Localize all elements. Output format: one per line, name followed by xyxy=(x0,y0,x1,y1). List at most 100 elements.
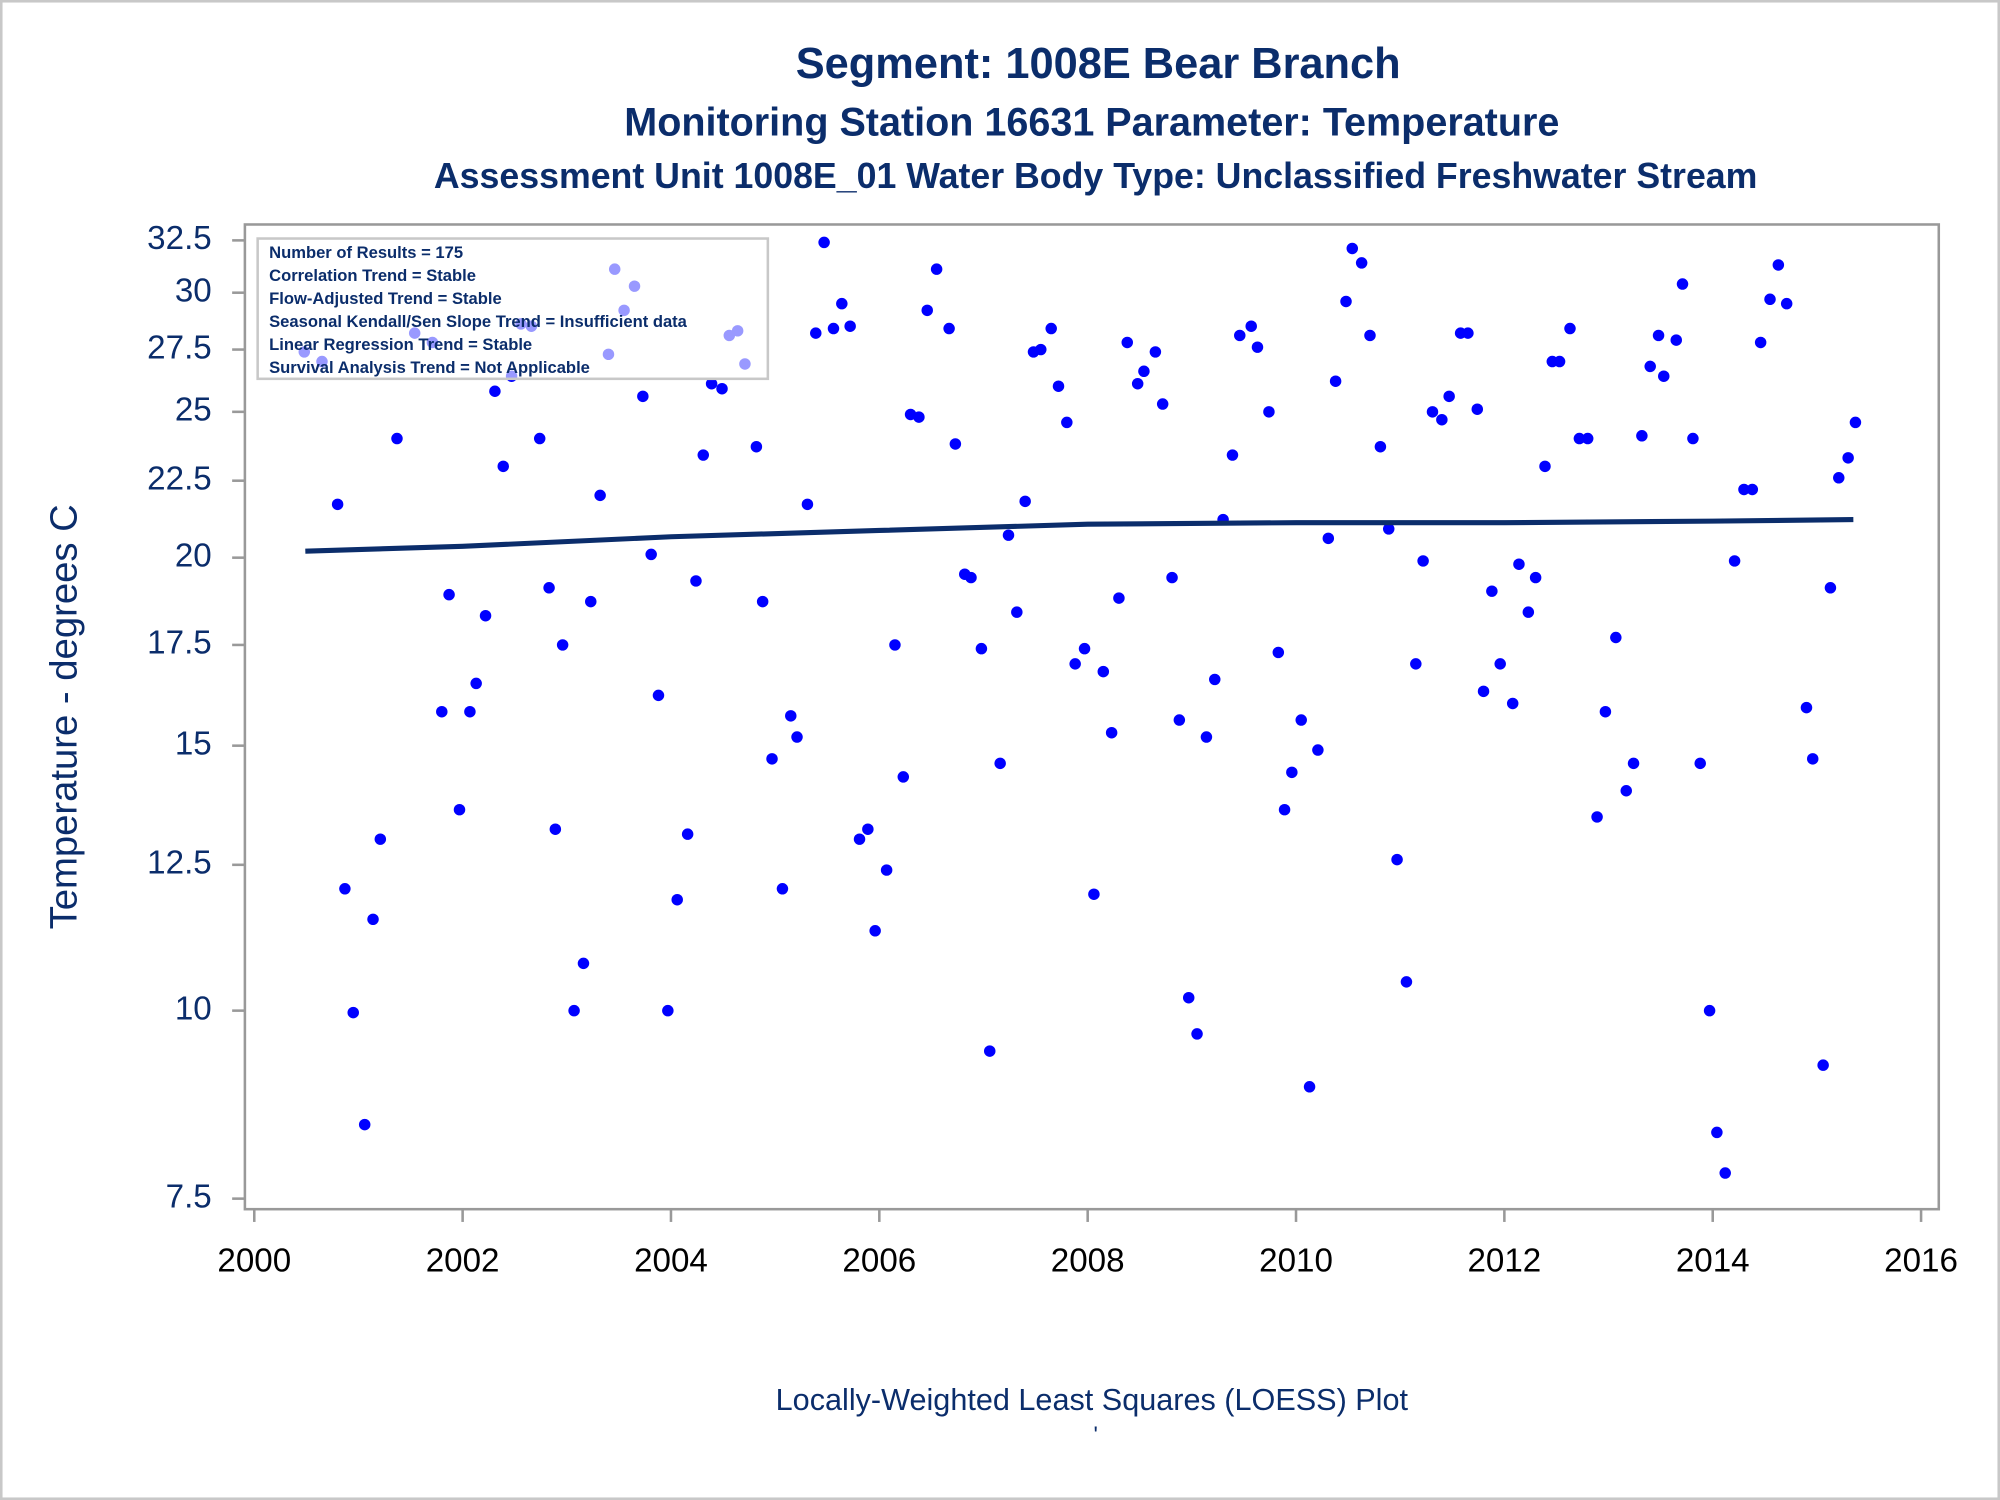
data-point xyxy=(556,639,569,651)
data-point xyxy=(1553,355,1566,368)
data-point xyxy=(1263,406,1275,418)
data-point xyxy=(1610,631,1622,644)
footnote: Locally-Weighted Least Squares (LOESS) P… xyxy=(776,1383,1409,1417)
data-point xyxy=(533,432,546,445)
data-point xyxy=(965,571,977,584)
data-point xyxy=(1670,334,1682,346)
data-point xyxy=(844,320,856,332)
data-point xyxy=(358,1118,371,1131)
x-tick-label: 2000 xyxy=(217,1243,291,1280)
data-point xyxy=(943,322,955,335)
data-point xyxy=(1703,1004,1716,1017)
data-point xyxy=(1842,452,1854,464)
data-point xyxy=(1591,811,1603,823)
data-point xyxy=(1149,346,1162,358)
data-point xyxy=(776,883,789,895)
data-point xyxy=(1644,360,1656,373)
y-tick-label: 22.5 xyxy=(147,460,212,497)
data-point xyxy=(1800,701,1813,714)
data-point xyxy=(1002,529,1015,541)
data-point xyxy=(1303,1081,1316,1093)
x-tick-label: 2002 xyxy=(426,1243,500,1280)
data-point xyxy=(994,757,1006,770)
data-point xyxy=(697,449,710,461)
data-point xyxy=(921,304,933,317)
data-point xyxy=(497,460,509,473)
data-point xyxy=(1278,803,1291,816)
data-point xyxy=(1105,726,1118,739)
data-point xyxy=(662,1004,674,1017)
data-point xyxy=(1088,888,1100,900)
data-point xyxy=(1564,322,1576,335)
y-tick-label: 30 xyxy=(175,272,212,309)
data-point xyxy=(801,498,814,511)
data-point xyxy=(785,710,797,722)
data-point xyxy=(862,823,874,835)
data-point xyxy=(705,377,718,390)
data-point xyxy=(1833,472,1845,484)
data-point xyxy=(1200,731,1213,743)
y-tick-label: 15 xyxy=(175,725,212,762)
data-point xyxy=(853,833,866,845)
data-point xyxy=(1400,976,1413,988)
data-point xyxy=(1599,705,1612,718)
data-point xyxy=(1011,606,1023,618)
chart-subtitle: Assessment Unit 1008E_01 Water Body Type… xyxy=(434,156,1758,196)
annotation: Seasonal Kendall/Sen Slope Trend = Insuf… xyxy=(269,312,688,331)
data-point xyxy=(1131,377,1144,390)
data-point xyxy=(1539,460,1551,473)
data-point xyxy=(827,322,840,335)
x-tick-label: 2004 xyxy=(634,1243,708,1280)
data-point xyxy=(1312,744,1324,756)
data-point xyxy=(470,677,482,690)
data-point xyxy=(1245,320,1257,332)
data-point xyxy=(464,705,476,718)
data-point xyxy=(543,582,555,594)
data-point xyxy=(1581,432,1594,445)
data-point xyxy=(1471,403,1484,415)
data-point xyxy=(1486,585,1498,597)
data-point xyxy=(1443,390,1455,403)
y-tick-label: 7.5 xyxy=(166,1178,212,1215)
data-point xyxy=(1156,398,1169,410)
data-point xyxy=(1477,685,1490,698)
chart-subtitle: Monitoring Station 16631 Parameter: Temp… xyxy=(624,100,1559,144)
data-point xyxy=(367,913,379,926)
data-point xyxy=(1417,555,1429,567)
annotation: Number of Results = 175 xyxy=(269,243,463,262)
data-point xyxy=(750,440,763,453)
data-point xyxy=(594,489,606,502)
data-point xyxy=(1817,1059,1829,1071)
data-point xyxy=(1687,432,1699,445)
data-point xyxy=(1113,592,1125,604)
data-point xyxy=(1522,606,1535,618)
data-point xyxy=(1138,365,1150,378)
x-tick-label: 2012 xyxy=(1467,1243,1541,1280)
data-point xyxy=(331,498,344,511)
data-point xyxy=(1513,558,1525,570)
data-point xyxy=(1382,523,1395,535)
data-point xyxy=(1329,375,1342,387)
data-point xyxy=(1824,582,1837,594)
data-point xyxy=(1019,495,1031,508)
data-point xyxy=(1069,658,1081,670)
x-tick-label: 2014 xyxy=(1676,1243,1750,1280)
data-point xyxy=(1694,757,1706,770)
data-point xyxy=(1676,278,1689,290)
data-point xyxy=(949,438,962,450)
data-point xyxy=(453,803,466,816)
data-point xyxy=(766,753,778,765)
data-point xyxy=(1529,571,1542,584)
data-point xyxy=(1295,714,1307,726)
data-point xyxy=(1226,449,1239,461)
data-point xyxy=(1764,293,1776,305)
data-point xyxy=(1209,673,1221,686)
data-point xyxy=(652,689,665,702)
data-point xyxy=(1173,714,1186,726)
data-point xyxy=(1272,646,1285,659)
y-tick-label: 20 xyxy=(175,537,212,574)
data-point xyxy=(889,639,901,651)
data-point xyxy=(577,957,590,970)
data-point xyxy=(1573,432,1586,445)
